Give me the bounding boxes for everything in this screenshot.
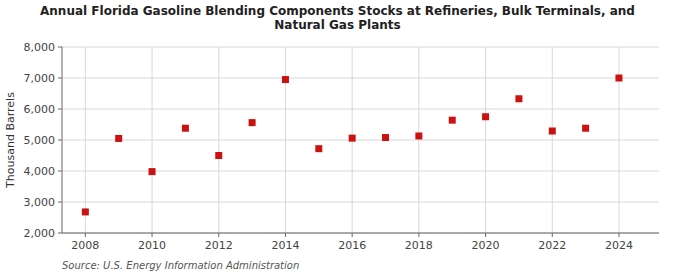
- tick-label: 2020: [472, 239, 500, 252]
- grid-line: [485, 47, 486, 233]
- tick: [58, 171, 62, 172]
- tick: [58, 140, 62, 141]
- x-axis-line: [62, 233, 659, 234]
- tick-label: 6,000: [24, 103, 56, 116]
- grid-line: [62, 140, 659, 141]
- point: [549, 128, 556, 135]
- grid-line: [62, 109, 659, 110]
- tick: [485, 233, 486, 237]
- tick: [418, 233, 419, 237]
- tick: [58, 109, 62, 110]
- tick: [85, 233, 86, 237]
- grid-line: [62, 47, 659, 48]
- tick-label: 2018: [405, 239, 433, 252]
- title-line: Natural Gas Plants: [274, 18, 400, 32]
- point: [282, 76, 289, 83]
- tick-label: 7,000: [24, 72, 56, 85]
- tick-label: 2014: [271, 239, 299, 252]
- point: [115, 135, 122, 142]
- point: [482, 113, 489, 120]
- points: [82, 75, 623, 216]
- y-axis-line: [62, 47, 63, 233]
- point: [349, 135, 356, 142]
- tick-label: 2024: [605, 239, 633, 252]
- tick: [58, 78, 62, 79]
- tick: [58, 233, 62, 234]
- chart: Annual Florida Gasoline Blending Compone…: [0, 0, 675, 275]
- grid-line: [62, 78, 659, 79]
- point: [382, 134, 389, 141]
- tick: [218, 233, 219, 237]
- tick-label: 4,000: [24, 165, 56, 178]
- point: [515, 95, 522, 102]
- grid-line: [85, 47, 86, 233]
- tick: [618, 233, 619, 237]
- title-line: Annual Florida Gasoline Blending Compone…: [40, 4, 635, 18]
- point: [582, 125, 589, 132]
- title: Annual Florida Gasoline Blending Compone…: [40, 4, 635, 32]
- point: [82, 208, 89, 215]
- point: [182, 125, 189, 132]
- tick: [58, 47, 62, 48]
- tick-label: 3,000: [24, 196, 56, 209]
- y-axis-label: Thousand Barrels: [4, 92, 17, 189]
- grid-line: [552, 47, 553, 233]
- point: [315, 145, 322, 152]
- tick-label: 2016: [338, 239, 366, 252]
- grid-line: [218, 47, 219, 233]
- tick-label: 2,000: [24, 227, 56, 240]
- tick-label: 2010: [138, 239, 166, 252]
- axes: 2,000 3,000 4,000 5,000 6,000 7,000 8,000 2008 2…: [24, 41, 660, 252]
- tick: [352, 233, 353, 237]
- grid-line: [418, 47, 419, 233]
- tick: [552, 233, 553, 237]
- source: Source: U.S. Energy Information Administ…: [62, 260, 299, 271]
- tick-label: 5,000: [24, 134, 56, 147]
- tick-label: 2008: [71, 239, 99, 252]
- grid-line: [62, 202, 659, 203]
- grid-line: [62, 233, 659, 234]
- point: [415, 132, 422, 139]
- point: [615, 75, 622, 82]
- tick: [58, 202, 62, 203]
- tick: [285, 233, 286, 237]
- point: [215, 152, 222, 159]
- tick-label: 8,000: [24, 41, 56, 54]
- point: [449, 117, 456, 124]
- grid: [62, 47, 659, 233]
- tick-label: 2012: [205, 239, 233, 252]
- point: [149, 168, 156, 175]
- point: [249, 119, 256, 126]
- grid-line: [285, 47, 286, 233]
- tick: [152, 233, 153, 237]
- tick-label: 2022: [538, 239, 566, 252]
- grid-line: [152, 47, 153, 233]
